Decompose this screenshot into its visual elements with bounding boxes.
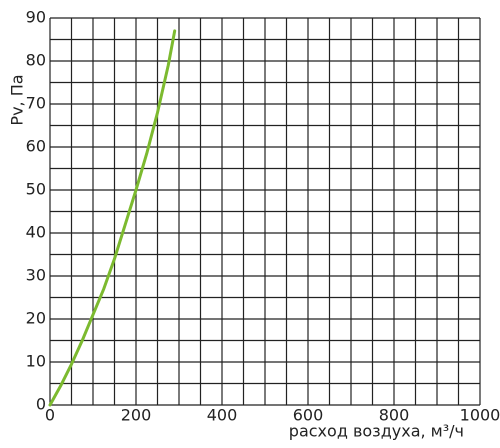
y-tick-label: 20 <box>26 309 46 328</box>
y-tick-label: 90 <box>26 8 46 27</box>
x-tick-label: 400 <box>207 406 238 425</box>
y-tick-label: 80 <box>26 51 46 70</box>
y-axis-label: Pv, Па <box>8 74 27 125</box>
x-tick-label: 1000 <box>460 406 500 425</box>
x-tick-label: 600 <box>293 406 324 425</box>
y-tick-label: 70 <box>26 94 46 113</box>
x-axis-label: расход воздуха, м³/ч <box>289 422 464 441</box>
y-tick-label: 10 <box>26 352 46 371</box>
x-tick-label: 0 <box>45 406 55 425</box>
y-tick-label: 50 <box>26 180 46 199</box>
y-tick-label: 0 <box>36 395 46 414</box>
y-tick-label: 40 <box>26 223 46 242</box>
data-line <box>48 29 177 407</box>
y-tick-label: 30 <box>26 266 46 285</box>
x-tick-label: 200 <box>121 406 152 425</box>
x-tick-label: 800 <box>379 406 410 425</box>
y-tick-label: 60 <box>26 137 46 156</box>
